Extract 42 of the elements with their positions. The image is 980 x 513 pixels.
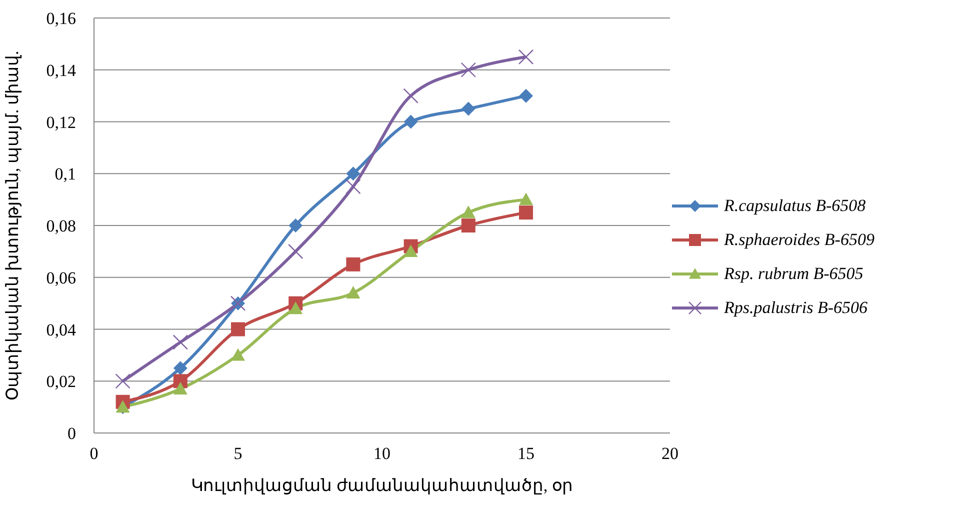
y-tick-label: 0,16 <box>46 9 76 28</box>
point <box>173 361 188 376</box>
y-tick-label: 0,14 <box>46 60 76 80</box>
point <box>346 166 360 181</box>
point <box>461 206 476 218</box>
legend-label: R.sphaeroides B-6509 <box>724 230 874 250</box>
x-tick-label: 15 <box>518 444 534 464</box>
y-tick-label: 0 <box>68 424 76 444</box>
point <box>115 374 130 389</box>
y-tick-label: 0,1 <box>54 164 76 184</box>
point <box>460 62 476 78</box>
y-tick-label: 0,12 <box>46 112 76 132</box>
point <box>461 218 476 232</box>
y-tick-label: 0,06 <box>46 268 76 288</box>
point <box>288 302 303 314</box>
y-axis-title: Օպտիկական խտություն, պայմ. միավ. <box>3 50 22 400</box>
legend-label: Rps.palustris B-6506 <box>724 298 868 318</box>
y-tick-label: 0,02 <box>46 372 76 392</box>
point <box>173 382 188 395</box>
y-tick-label: 0,08 <box>46 216 76 236</box>
x-tick-label: 20 <box>662 444 678 464</box>
point <box>519 88 533 103</box>
point <box>346 286 360 299</box>
point <box>404 244 418 258</box>
legend-label: R.capsulatus B-6508 <box>724 196 866 216</box>
x-tick-label: 5 <box>234 444 242 464</box>
point <box>404 114 418 129</box>
legend-label: Rsp. rubrum B-6505 <box>724 264 864 284</box>
point <box>518 49 534 65</box>
point <box>461 102 476 116</box>
point <box>346 257 360 272</box>
x-tick-label: 0 <box>90 444 98 464</box>
x-axis-title: Կուլտիվացման ժամանակահատվածը, օր <box>191 476 573 495</box>
point <box>231 348 245 361</box>
point <box>519 206 533 220</box>
point <box>231 322 245 336</box>
point <box>288 218 303 232</box>
point <box>519 192 533 206</box>
y-tick-label: 0,04 <box>46 320 76 340</box>
x-tick-label: 10 <box>374 444 390 464</box>
point <box>346 178 361 194</box>
point <box>172 334 188 350</box>
